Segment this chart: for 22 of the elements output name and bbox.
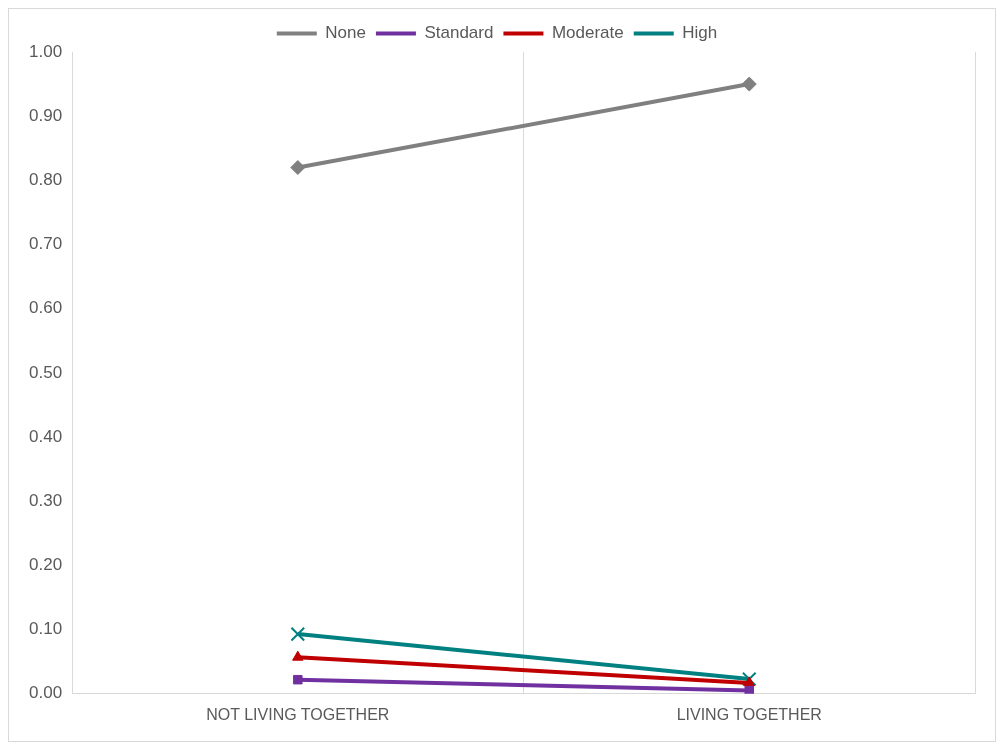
legend-label: High — [682, 23, 718, 43]
point — [293, 674, 303, 685]
y-tick-label: 0.80 — [28, 170, 63, 190]
y-tick-label: 0.00 — [28, 683, 63, 703]
point — [744, 685, 755, 694]
y-tick-label: 0.40 — [28, 426, 63, 446]
y-tick-label: 0.10 — [28, 619, 63, 639]
point — [290, 626, 306, 642]
point — [290, 160, 306, 176]
x-tick-label: NOT LIVING TOGETHER — [206, 705, 390, 723]
y-tick-label: 0.70 — [28, 234, 63, 254]
x-tick-label: LIVING TOGETHER — [676, 705, 822, 723]
y-tick-label: 1.00 — [28, 41, 63, 61]
point — [741, 76, 757, 92]
y-tick-label: 0.60 — [28, 298, 63, 318]
legend-label: Moderate — [551, 23, 624, 43]
legend-label: None — [325, 23, 366, 43]
y-tick-label: 0.90 — [28, 105, 63, 125]
y-tick-label: 0.30 — [28, 490, 63, 510]
y-tick-label: 0.50 — [28, 362, 63, 382]
y-tick-label: 0.20 — [28, 555, 63, 575]
legend-label: Standard — [424, 23, 494, 43]
